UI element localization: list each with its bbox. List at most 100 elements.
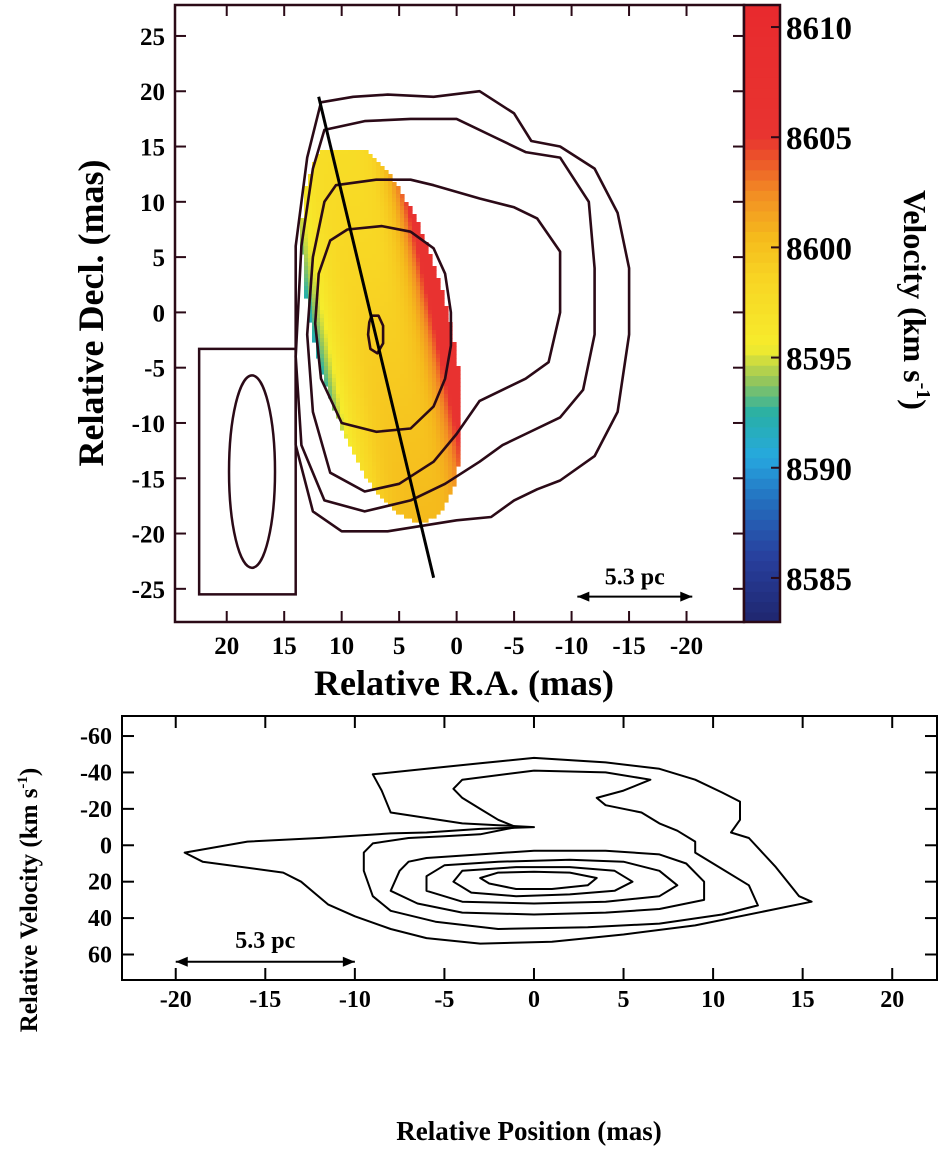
velocity-pixel [340,302,345,307]
velocity-pixel [376,194,381,199]
velocity-pixel [380,230,385,235]
velocity-pixel [380,474,385,479]
velocity-pixel [420,394,425,399]
velocity-pixel [360,286,365,291]
velocity-pixel [436,418,441,423]
velocity-pixel [404,418,409,423]
velocity-pixel [408,278,413,283]
velocity-pixel [420,262,425,267]
velocity-pixel [344,270,349,275]
velocity-pixel [372,346,377,351]
velocity-pixel [336,382,341,387]
velocity-pixel [372,334,377,339]
velocity-pixel [440,466,445,471]
velocity-pixel [392,190,397,195]
velocity-pixel [400,462,405,467]
velocity-pixel [392,498,397,503]
velocity-pixel [324,202,329,207]
top-panel: 5.3 pc 20 15 10 5 0 -5 -10 -15 -202520151050-5-1… [71,3,934,703]
velocity-pixel [336,206,341,211]
velocity-pixel [356,350,361,355]
velocity-pixel [348,434,353,439]
velocity-pixel [400,390,405,395]
velocity-pixel [440,478,445,483]
velocity-pixel [380,410,385,415]
velocity-pixel [300,218,305,223]
velocity-pixel [404,410,409,415]
velocity-pixel [376,218,381,223]
velocity-pixel [420,338,425,343]
velocity-pixel [316,162,321,167]
velocity-pixel [340,334,345,339]
velocity-pixel [344,346,349,351]
velocity-pixel [424,350,429,355]
velocity-pixel [412,358,417,363]
velocity-pixel [384,222,389,227]
velocity-pixel [392,270,397,275]
colorbar-segment [744,128,780,140]
velocity-pixel [372,438,377,443]
colorbar-segment [744,436,780,448]
velocity-pixel [320,330,325,335]
velocity-pixel [416,378,421,383]
velocity-pixel [368,202,373,207]
pv-x-tick-label: 15 [791,987,815,1013]
velocity-pixel [396,298,401,303]
velocity-pixel [328,242,333,247]
velocity-pixel [352,230,357,235]
velocity-pixel [352,438,357,443]
velocity-pixel [328,358,333,363]
velocity-pixel [392,202,397,207]
velocity-pixel [324,378,329,383]
velocity-pixel [332,222,337,227]
velocity-pixel [392,238,397,243]
velocity-pixel [444,458,449,463]
velocity-pixel [416,238,421,243]
colorbar-segment [744,323,780,335]
velocity-pixel [348,262,353,267]
velocity-pixel [340,274,345,279]
velocity-pixel [316,318,321,323]
velocity-pixel [360,242,365,247]
velocity-pixel [420,390,425,395]
velocity-pixel [408,250,413,255]
velocity-pixel [344,254,349,259]
velocity-pixel [420,346,425,351]
velocity-pixel [372,274,377,279]
velocity-pixel [348,382,353,387]
velocity-pixel [428,298,433,303]
velocity-pixel [352,206,357,211]
velocity-pixel [360,246,365,251]
velocity-pixel [444,378,449,383]
velocity-pixel [368,454,373,459]
velocity-pixel [376,422,381,427]
velocity-pixel [404,282,409,287]
velocity-pixel [376,366,381,371]
velocity-pixel [424,258,429,263]
velocity-pixel [348,174,353,179]
velocity-pixel [320,182,325,187]
velocity-pixel [336,402,341,407]
velocity-pixel [360,410,365,415]
velocity-pixel [452,346,457,351]
velocity-pixel [332,314,337,319]
velocity-pixel [444,494,449,499]
velocity-pixel [448,366,453,371]
velocity-pixel [412,374,417,379]
velocity-pixel [420,450,425,455]
velocity-pixel [308,238,313,243]
velocity-pixel [364,154,369,159]
velocity-pixel [404,306,409,311]
velocity-pixel [364,474,369,479]
velocity-pixel [360,454,365,459]
velocity-pixel [432,302,437,307]
velocity-pixel [340,362,345,367]
velocity-pixel [396,250,401,255]
velocity-pixel [444,326,449,331]
velocity-pixel [324,170,329,175]
velocity-pixel [360,402,365,407]
velocity-pixel [428,286,433,291]
velocity-pixel [424,478,429,483]
velocity-pixel [400,206,405,211]
velocity-pixel [328,214,333,219]
